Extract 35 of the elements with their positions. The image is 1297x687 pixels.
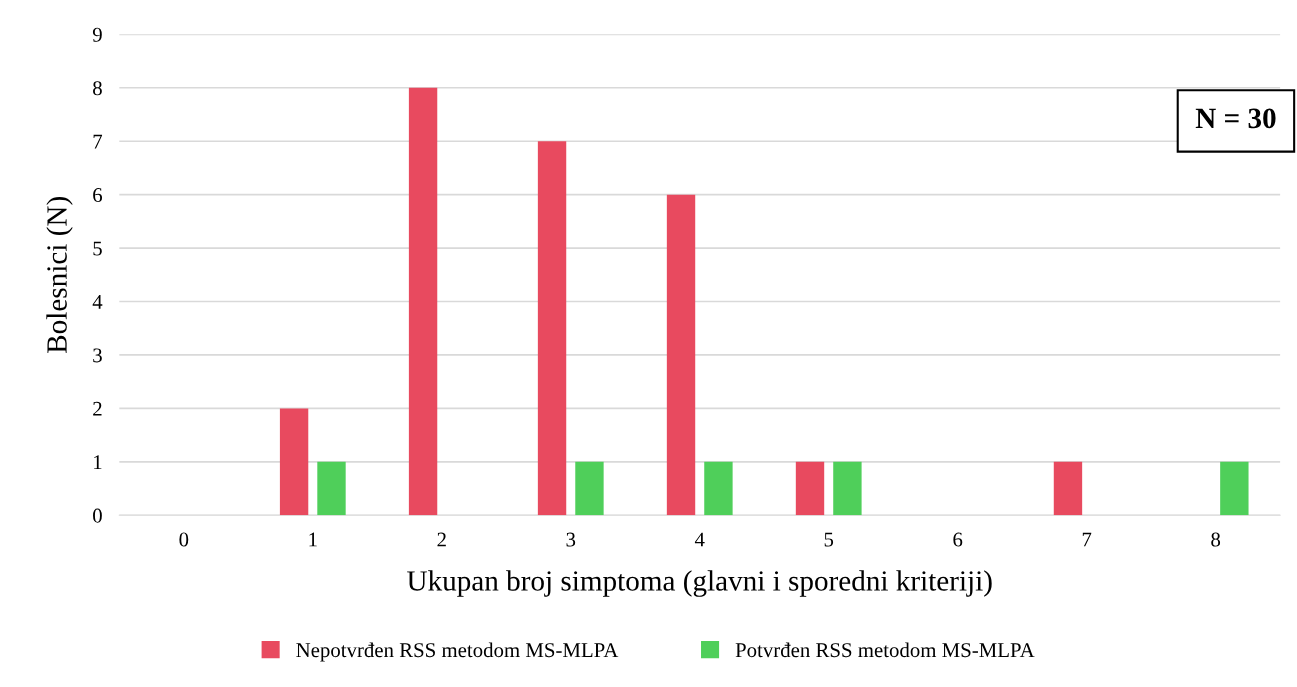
y-tick-label: 3: [93, 348, 102, 363]
y-tick-label: 7: [93, 134, 103, 149]
y-tick-label: 1: [94, 455, 102, 470]
y-tick-label: 4: [92, 295, 103, 309]
bar: [408, 87, 438, 516]
bar: [1220, 461, 1249, 516]
bar: [279, 408, 309, 516]
legend-label: Nepotvrđen RSS metodom MS-MLPA: [296, 642, 619, 662]
y-tick-label: 6: [93, 188, 103, 203]
y-tick-label: 9: [92, 27, 102, 42]
legend-label: Potvrđen RSS metodom MS-MLPA: [735, 642, 1035, 658]
x-tick-label: 6: [953, 532, 963, 547]
bar: [317, 461, 346, 516]
bar: [833, 461, 862, 516]
bar: [704, 461, 733, 516]
x-axis-title: Ukupan broj simptoma (glavni i sporedni kriteriji): [407, 570, 992, 597]
bar: [795, 461, 825, 516]
y-tick-label: 0: [93, 508, 102, 523]
x-tick-label: 2: [437, 532, 446, 547]
bar: [575, 461, 604, 516]
bar: [1053, 461, 1083, 516]
x-tick-label: 5: [824, 532, 834, 547]
bar: [666, 194, 696, 516]
x-tick-label: 4: [694, 532, 705, 547]
annotation: N = 30: [1195, 108, 1276, 129]
x-tick-label: 0: [179, 532, 189, 547]
bar: [537, 141, 567, 516]
y-tick-label: 5: [93, 241, 102, 256]
x-tick-label: 8: [1211, 532, 1221, 547]
x-tick-label: 3: [566, 532, 576, 547]
x-tick-label: 1: [309, 532, 317, 547]
x-tick-label: 7: [1082, 532, 1092, 547]
y-tick-label: 8: [93, 81, 102, 96]
y-tick-label: 2: [93, 401, 102, 416]
y-axis-title: Bolesnici (N): [46, 197, 73, 353]
